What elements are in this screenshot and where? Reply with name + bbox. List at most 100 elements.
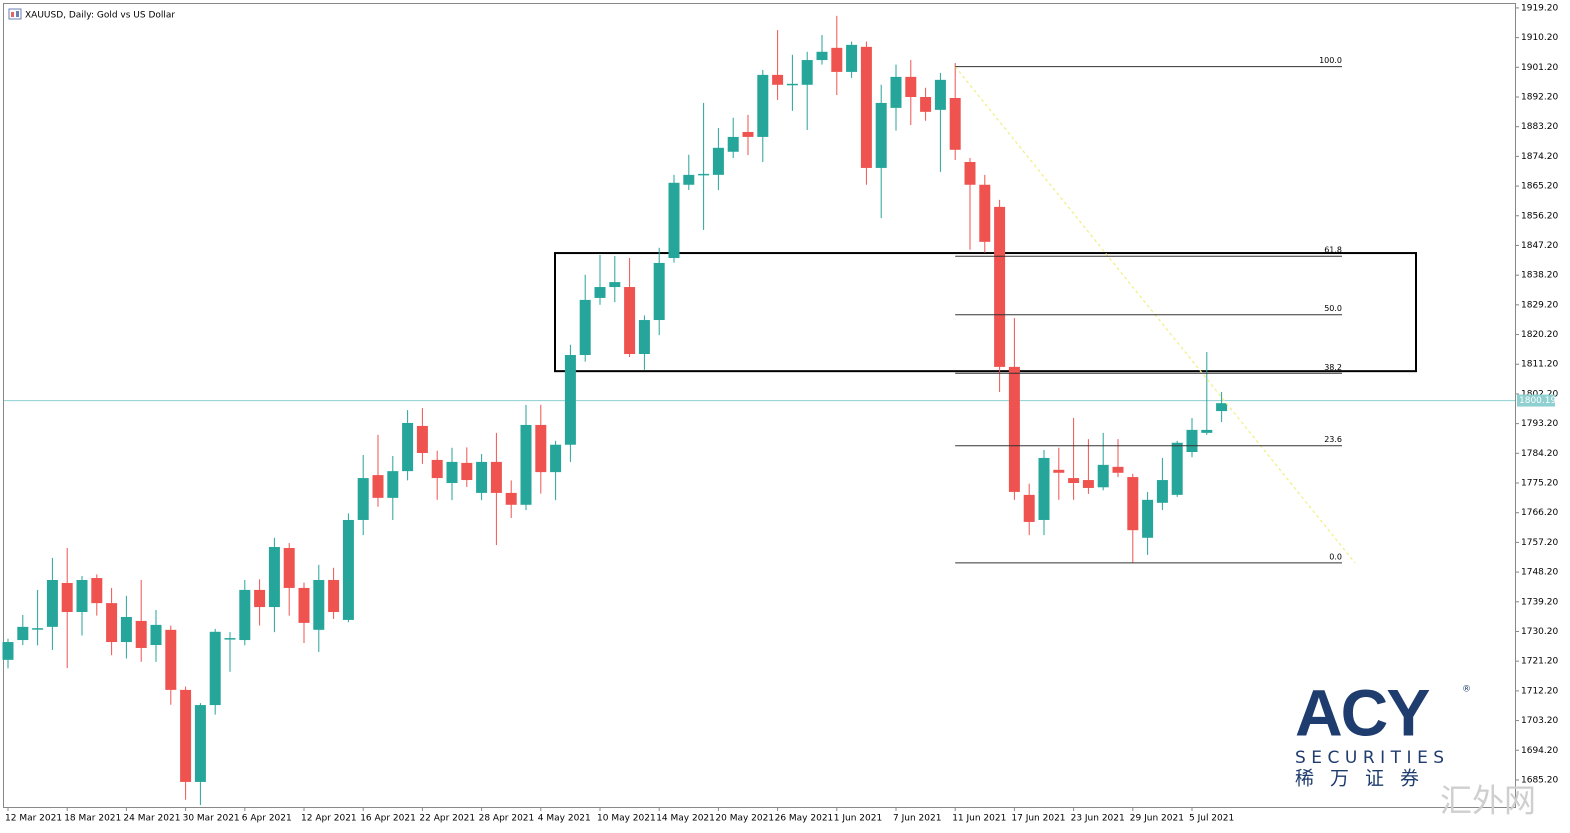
candle-body bbox=[416, 425, 428, 453]
candle-body bbox=[91, 578, 103, 604]
candle-body bbox=[313, 580, 325, 630]
candle-body bbox=[180, 689, 192, 782]
x-tick-label: 18 Mar 2021 bbox=[64, 814, 121, 824]
candle-body bbox=[520, 424, 532, 505]
candle-body bbox=[268, 547, 280, 608]
x-tick-label: 20 May 2021 bbox=[715, 814, 774, 824]
x-tick-label: 24 Mar 2021 bbox=[123, 814, 180, 824]
y-tick-label: 1739.20 bbox=[1521, 597, 1558, 607]
candle-body bbox=[727, 136, 739, 152]
candle-body bbox=[1171, 442, 1183, 495]
y-tick-label: 1802.20 bbox=[1521, 389, 1558, 399]
fib-label: 38.2 bbox=[1324, 363, 1342, 372]
y-tick-label: 1685.20 bbox=[1521, 775, 1558, 785]
candle-body bbox=[564, 355, 576, 445]
candle-body bbox=[757, 74, 769, 137]
x-tick-label: 29 Jun 2021 bbox=[1130, 814, 1184, 824]
candle-body bbox=[120, 616, 132, 643]
candle-body bbox=[609, 282, 621, 288]
candle-body bbox=[934, 79, 946, 110]
candle-body bbox=[224, 638, 236, 640]
current-price-label: 1800.19 bbox=[1519, 396, 1556, 406]
y-tick-label: 1901.20 bbox=[1521, 63, 1558, 73]
y-tick-label: 1847.20 bbox=[1521, 241, 1558, 251]
candle-body bbox=[994, 206, 1006, 367]
candle-body bbox=[638, 320, 650, 355]
candle-body bbox=[890, 76, 902, 108]
y-tick-label: 1748.20 bbox=[1521, 568, 1558, 578]
candle-body bbox=[875, 102, 887, 168]
logo-subtitle: SECURITIES bbox=[1295, 748, 1450, 768]
candle-body bbox=[431, 459, 443, 479]
fib-label: 50.0 bbox=[1324, 304, 1342, 313]
x-tick-label: 26 May 2021 bbox=[775, 814, 834, 824]
zone-rectangle bbox=[554, 252, 1417, 373]
candle-body bbox=[209, 631, 221, 706]
candle-body bbox=[772, 74, 784, 85]
candle-body bbox=[550, 444, 562, 473]
y-tick-label: 1784.20 bbox=[1521, 449, 1558, 459]
icon-bar bbox=[16, 11, 19, 17]
watermark: 汇外网 bbox=[1440, 782, 1536, 820]
logo-trademark: ® bbox=[1462, 685, 1471, 695]
candle-body bbox=[165, 629, 177, 690]
candle-body bbox=[1053, 469, 1065, 473]
candle-body bbox=[298, 587, 310, 623]
candle-body bbox=[402, 422, 414, 472]
candle-body bbox=[328, 580, 340, 613]
logo: ACY ® SECURITIES 稀万证券 bbox=[1295, 675, 1471, 789]
x-tick-label: 1 Jun 2021 bbox=[834, 814, 882, 824]
symbol-icon bbox=[8, 8, 22, 20]
x-tick-label: 10 May 2021 bbox=[597, 814, 656, 824]
x-tick-label: 16 Apr 2021 bbox=[360, 814, 416, 824]
candle-body bbox=[831, 47, 843, 72]
candle-body bbox=[1038, 457, 1050, 520]
candle-body bbox=[2, 642, 14, 660]
x-tick-label: 5 Jul 2021 bbox=[1189, 814, 1234, 824]
fib-label: 23.6 bbox=[1324, 435, 1342, 444]
x-tick-label: 4 May 2021 bbox=[538, 814, 591, 824]
x-tick-label: 12 Apr 2021 bbox=[301, 814, 357, 824]
y-tick-label: 1712.20 bbox=[1521, 686, 1558, 696]
y-tick-label: 1694.20 bbox=[1521, 746, 1558, 756]
candle-body bbox=[653, 262, 665, 321]
x-tick-label: 22 Apr 2021 bbox=[419, 814, 475, 824]
y-tick-label: 1865.20 bbox=[1521, 182, 1558, 192]
candle-body bbox=[801, 60, 813, 85]
x-tick-label: 30 Mar 2021 bbox=[183, 814, 240, 824]
x-tick-label: 28 Apr 2021 bbox=[479, 814, 535, 824]
candle-body bbox=[46, 580, 58, 627]
candle-body bbox=[1201, 429, 1213, 433]
candle-body bbox=[683, 174, 695, 185]
y-tick-label: 1883.20 bbox=[1521, 122, 1558, 132]
candle-body bbox=[254, 589, 266, 608]
x-tick-label: 17 Jun 2021 bbox=[1011, 814, 1065, 824]
y-tick-label: 1775.20 bbox=[1521, 479, 1558, 489]
candle-body bbox=[76, 580, 88, 613]
x-tick-label: 7 Jun 2021 bbox=[893, 814, 941, 824]
candle-body bbox=[624, 287, 636, 355]
candle-body bbox=[1082, 480, 1094, 488]
candle-body bbox=[1142, 499, 1154, 538]
y-tick-label: 1838.20 bbox=[1521, 271, 1558, 281]
candle-body bbox=[594, 287, 606, 298]
candle-body bbox=[357, 478, 369, 520]
candle-body bbox=[150, 624, 162, 646]
y-tick-label: 1703.20 bbox=[1521, 716, 1558, 726]
candle-body bbox=[1023, 494, 1035, 522]
candle-body bbox=[920, 96, 932, 112]
candle-body bbox=[476, 461, 488, 493]
candle-body bbox=[283, 548, 295, 588]
candle-body bbox=[535, 424, 547, 473]
x-tick-label: 23 Jun 2021 bbox=[1071, 814, 1125, 824]
candle-body bbox=[32, 628, 44, 630]
icon-bar bbox=[11, 12, 14, 17]
y-tick-label: 1721.20 bbox=[1521, 657, 1558, 667]
candle-body bbox=[905, 76, 917, 97]
candle-body bbox=[846, 44, 858, 72]
y-tick-label: 1874.20 bbox=[1521, 152, 1558, 162]
candle-body bbox=[712, 147, 724, 175]
candle-body bbox=[979, 184, 991, 242]
x-tick-label: 12 Mar 2021 bbox=[5, 814, 62, 824]
